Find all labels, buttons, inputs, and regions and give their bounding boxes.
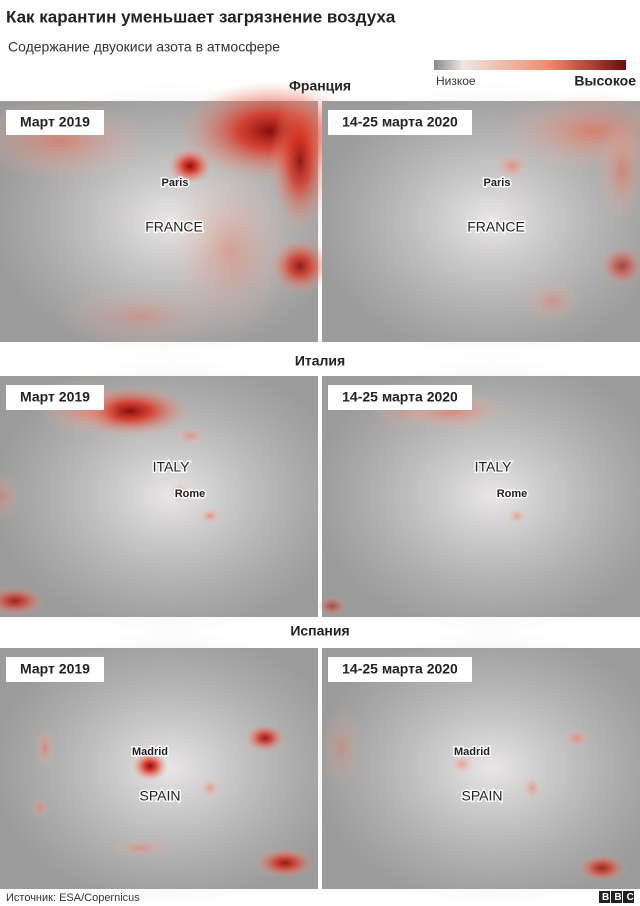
pollution	[175, 426, 205, 446]
place-label: FRANCE	[467, 219, 525, 235]
subtitle: Содержание двуокиси азота в атмосфере	[8, 39, 280, 55]
pollution	[577, 854, 627, 882]
pollution	[322, 708, 362, 788]
pollution	[132, 751, 168, 781]
pollution	[522, 281, 582, 321]
section-title: Испания	[290, 623, 349, 639]
pollution	[450, 754, 474, 774]
period-box	[328, 385, 472, 410]
period-label: 14-25 марта 2020	[342, 389, 458, 405]
place-label: ITALY	[153, 459, 190, 475]
place-label: Madrid	[132, 746, 168, 758]
map-panel: Март 2019 Paris FRANCE	[0, 81, 360, 361]
place-label: SPAIN	[462, 788, 503, 804]
bbc-logo: BBC	[599, 891, 639, 903]
place-label: ITALY	[475, 459, 512, 475]
period-box	[6, 110, 104, 135]
period-label: 14-25 марта 2020	[342, 114, 458, 130]
map-panel: 14-25 марта 2020 Paris FRANCE	[312, 81, 640, 361]
period-box	[6, 657, 104, 682]
pollution	[168, 148, 212, 184]
pollution	[507, 508, 527, 524]
period-box	[6, 385, 104, 410]
pollution	[30, 798, 50, 818]
pollution	[494, 152, 530, 180]
pollution	[600, 246, 640, 286]
period-box	[328, 110, 472, 135]
pollution	[200, 778, 220, 798]
map-panel: 14-25 марта 2020 Madrid SPAIN	[312, 628, 640, 906]
place-label: Rome	[175, 488, 206, 500]
place-label: Paris	[162, 177, 189, 189]
pollution	[170, 483, 190, 503]
place-label: FRANCE	[145, 219, 203, 235]
pollution	[170, 171, 290, 331]
place-label: Madrid	[454, 746, 490, 758]
place-label: Rome	[497, 488, 528, 500]
map-panel: Март 2019 ITALY Rome	[0, 356, 350, 636]
pollution	[317, 596, 347, 616]
period-label: Март 2019	[20, 114, 90, 130]
pollution	[597, 121, 640, 221]
period-label: Март 2019	[20, 389, 90, 405]
pollution	[245, 724, 285, 752]
land	[312, 628, 640, 906]
pollution	[200, 508, 220, 524]
period-box	[328, 657, 472, 682]
place-label: Paris	[484, 177, 511, 189]
legend-bar	[434, 60, 626, 70]
legend-high: Высокое	[574, 73, 636, 89]
land	[0, 628, 350, 906]
pollution	[0, 471, 20, 521]
pollution	[35, 728, 55, 768]
period-label: 14-25 марта 2020	[342, 661, 458, 677]
pollution	[563, 728, 591, 748]
pollution	[110, 838, 170, 858]
period-label: Март 2019	[20, 661, 90, 677]
place-label: SPAIN	[140, 788, 181, 804]
pollution	[522, 776, 542, 800]
logo-text: BBC	[602, 892, 639, 903]
map-panel: Март 2019 Madrid SPAIN	[0, 628, 350, 906]
section-title: Италия	[295, 353, 345, 369]
pollution	[0, 586, 45, 616]
map-panel: 14-25 марта 2020 ITALY Rome	[312, 356, 640, 636]
title: Как карантин уменьшает загрязнение возду…	[6, 7, 396, 26]
pollution	[255, 848, 315, 878]
pollution	[60, 286, 220, 346]
